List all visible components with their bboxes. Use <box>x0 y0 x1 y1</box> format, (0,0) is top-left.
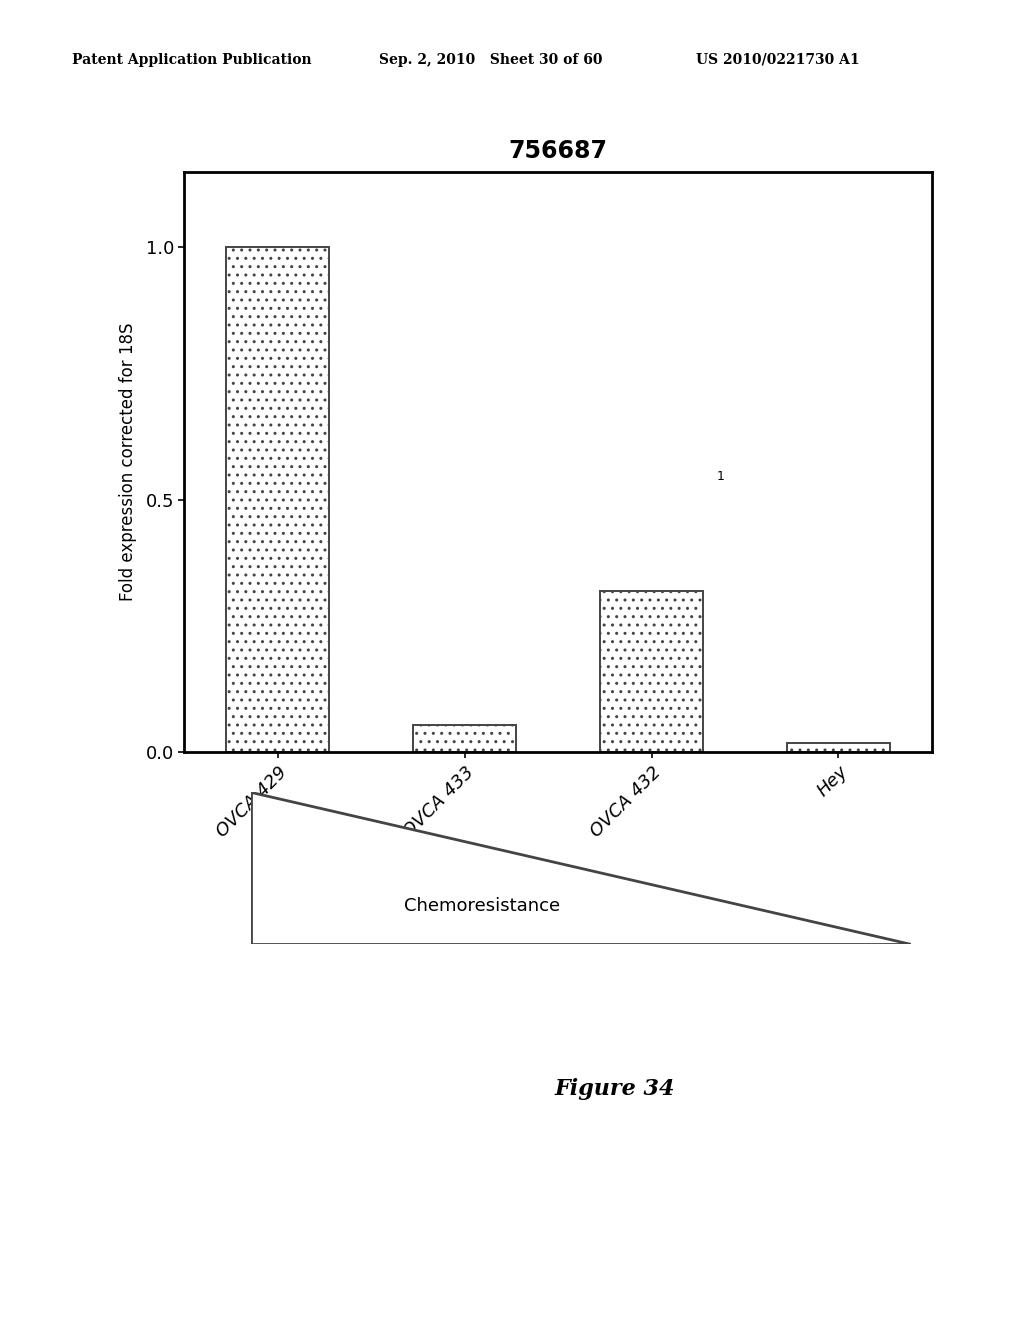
Text: Sep. 2, 2010   Sheet 30 of 60: Sep. 2, 2010 Sheet 30 of 60 <box>379 53 602 67</box>
Bar <box>414 725 516 752</box>
Bar <box>600 591 702 752</box>
Text: Patent Application Publication: Patent Application Publication <box>72 53 311 67</box>
Text: Chemoresistance: Chemoresistance <box>404 896 560 915</box>
Text: Figure 34: Figure 34 <box>554 1078 675 1100</box>
Polygon shape <box>251 792 911 944</box>
Text: 1: 1 <box>717 470 725 483</box>
Y-axis label: Fold expression corrected for 18S: Fold expression corrected for 18S <box>119 323 137 601</box>
Text: US 2010/0221730 A1: US 2010/0221730 A1 <box>696 53 860 67</box>
Title: 756687: 756687 <box>509 139 607 162</box>
Bar <box>226 247 329 752</box>
Bar <box>787 743 890 752</box>
